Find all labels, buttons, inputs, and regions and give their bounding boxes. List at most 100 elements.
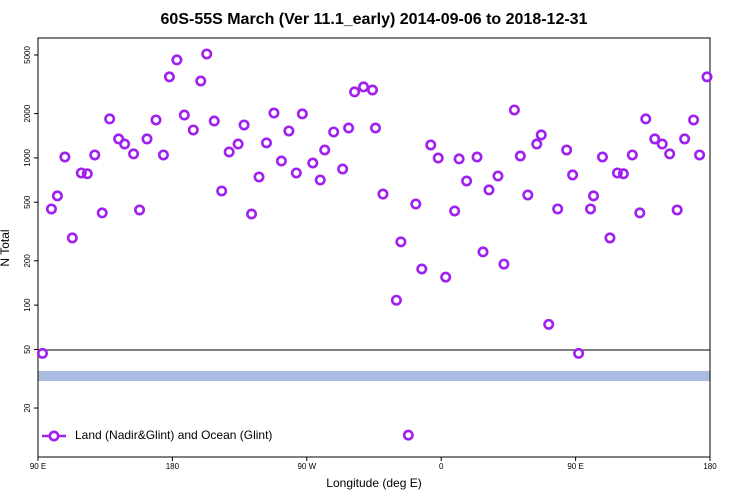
point: [75, 167, 87, 179]
point: [128, 148, 140, 160]
x-tick-label: 180: [166, 462, 180, 471]
point: [567, 169, 579, 181]
point: [216, 185, 228, 197]
point: [208, 115, 220, 127]
point: [508, 104, 520, 116]
x-tick-label: 180: [703, 462, 717, 471]
point: [283, 125, 295, 137]
point: [425, 139, 437, 151]
point: [498, 258, 510, 270]
point: [656, 138, 668, 150]
point: [337, 163, 349, 175]
point: [343, 122, 355, 134]
point: [410, 198, 422, 210]
y-tick-label: 100: [23, 298, 32, 312]
point: [552, 203, 564, 215]
y-tick-label: 50: [23, 344, 32, 353]
point: [104, 113, 116, 125]
x-tick-label: 90 E: [30, 462, 46, 471]
point: [171, 54, 183, 66]
legend-label: Land (Nadir&Glint) and Ocean (Glint): [75, 428, 272, 442]
point: [573, 347, 585, 359]
point: [390, 294, 402, 306]
point: [395, 236, 407, 248]
point: [367, 84, 379, 96]
point: [585, 203, 597, 215]
point: [531, 138, 543, 150]
y-tick-label: 5000: [23, 46, 32, 64]
point: [377, 188, 389, 200]
point: [588, 190, 600, 202]
point: [471, 151, 483, 163]
point: [163, 71, 175, 83]
point: [178, 109, 190, 121]
point: [275, 155, 287, 167]
point: [617, 168, 629, 180]
point: [119, 138, 131, 150]
point: [611, 167, 623, 179]
chart-title: 60S-55S March (Ver 11.1_early) 2014-09-0…: [161, 11, 588, 28]
point: [141, 133, 153, 145]
y-axis-label: N Total: [0, 229, 12, 266]
point: [45, 203, 57, 215]
point: [238, 119, 250, 131]
point: [260, 137, 272, 149]
point: [483, 184, 495, 196]
point: [522, 189, 534, 201]
point: [195, 75, 207, 87]
plot-frame: [37, 37, 711, 458]
point: [688, 114, 700, 126]
point: [307, 157, 319, 169]
y-tick-label: 200: [23, 254, 32, 268]
point: [81, 168, 93, 180]
x-tick-label: 0: [439, 462, 444, 471]
point: [671, 204, 683, 216]
point: [694, 149, 706, 161]
point: [634, 207, 646, 219]
point: [51, 190, 63, 202]
point: [640, 113, 652, 125]
point: [416, 263, 428, 275]
point: [253, 171, 265, 183]
point: [187, 124, 199, 136]
point: [453, 153, 465, 165]
point: [543, 318, 555, 330]
point: [268, 107, 280, 119]
point: [432, 152, 444, 164]
point: [296, 108, 308, 120]
point: [349, 86, 361, 98]
point: [66, 232, 78, 244]
point: [492, 170, 504, 182]
point: [664, 148, 676, 160]
point: [449, 205, 461, 217]
point: [358, 81, 370, 93]
point: [402, 429, 414, 441]
point: [232, 138, 244, 150]
point: [59, 151, 71, 163]
x-axis-label: Longitude (deg E): [326, 476, 421, 490]
point: [535, 129, 547, 141]
point: [36, 347, 48, 359]
point: [461, 175, 473, 187]
point: [96, 207, 108, 219]
point: [150, 114, 162, 126]
point: [649, 133, 661, 145]
point: [319, 144, 331, 156]
point: [561, 144, 573, 156]
point: [201, 48, 213, 60]
point: [134, 204, 146, 216]
point: [290, 167, 302, 179]
y-tick-label: 20: [23, 403, 32, 412]
point: [701, 71, 713, 83]
point: [223, 146, 235, 158]
point: [328, 126, 340, 138]
point: [157, 149, 169, 161]
point: [246, 208, 258, 220]
y-tick-label: 1000: [23, 148, 32, 166]
point: [314, 174, 326, 186]
band: [38, 371, 710, 381]
point: [596, 151, 608, 163]
point: [679, 133, 691, 145]
x-tick-label: 90 E: [567, 462, 583, 471]
